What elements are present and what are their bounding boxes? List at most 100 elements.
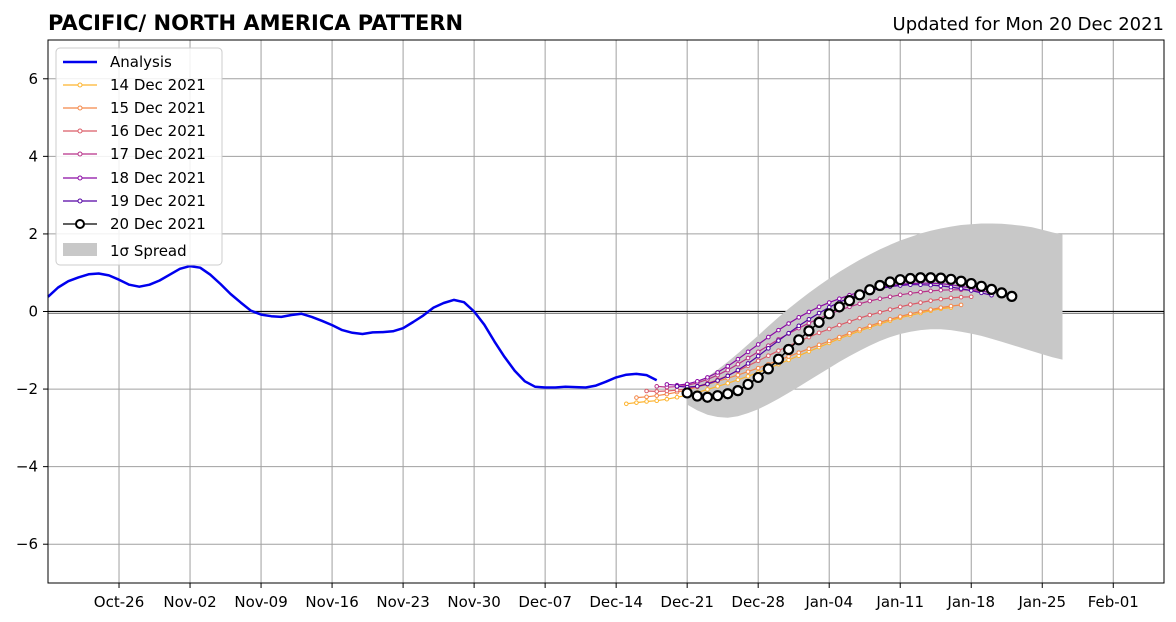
x-tick-label: Jan-11 — [875, 593, 924, 611]
forecast-point-16-dec-2021 — [897, 304, 903, 310]
x-tick-label: Oct-26 — [94, 593, 144, 611]
forecast-point-20-dec-2021 — [803, 325, 815, 337]
forecast-point-16-dec-2021 — [837, 322, 842, 328]
x-tick-label: Jan-25 — [1017, 593, 1066, 611]
forecast-point-19-dec-2021 — [725, 373, 731, 379]
forecast-point-14-dec-2021 — [634, 400, 639, 405]
forecast-point-19-dec-2021 — [948, 284, 954, 290]
forecast-point-15-dec-2021 — [948, 303, 954, 309]
forecast-point-18-dec-2021 — [695, 379, 700, 384]
forecast-point-19-dec-2021 — [766, 346, 771, 351]
forecast-point-15-dec-2021 — [958, 302, 964, 308]
forecast-point-16-dec-2021 — [968, 294, 974, 300]
forecast-point-17-dec-2021 — [867, 298, 873, 304]
forecast-point-20-dec-2021 — [935, 272, 947, 284]
forecast-point-17-dec-2021 — [938, 287, 944, 293]
forecast-point-15-dec-2021 — [755, 365, 761, 371]
y-tick-label: 2 — [28, 225, 38, 243]
axis-ticks: Oct-26 Nov-02 Nov-09 Nov-16 Nov-23 Nov-30 Dec-… — [16, 70, 1139, 611]
forecast-point-16-dec-2021 — [776, 348, 781, 353]
forecast-point-18-dec-2021 — [796, 315, 802, 320]
forecast-point-16-dec-2021 — [877, 309, 883, 315]
x-tick-label: Dec-28 — [731, 593, 785, 611]
forecast-point-16-dec-2021 — [867, 312, 873, 318]
legend-marker-17dec — [77, 151, 83, 157]
forecast-point-19-dec-2021 — [958, 286, 964, 291]
forecast-point-19-dec-2021 — [938, 283, 944, 289]
forecast-point-17-dec-2021 — [806, 320, 812, 326]
analysis-line — [47, 264, 658, 389]
forecast-point-14-dec-2021 — [745, 373, 751, 379]
forecast-point-18-dec-2021 — [735, 356, 741, 362]
legend-marker-18dec — [77, 175, 83, 181]
forecast-point-19-dec-2021 — [705, 381, 710, 387]
y-tick-label: −4 — [16, 458, 38, 476]
forecast-point-20-dec-2021 — [701, 391, 714, 403]
forecast-point-16-dec-2021 — [928, 298, 933, 303]
legend: Analysis 14 Dec 2021 15 Dec 2021 16 Dec … — [55, 47, 223, 266]
forecast-point-20-dec-2021 — [762, 363, 774, 375]
legend-label-17dec: 17 Dec 2021 — [110, 145, 206, 163]
forecast-point-16-dec-2021 — [918, 300, 923, 305]
forecast-point-15-dec-2021 — [887, 316, 893, 322]
forecast-point-14-dec-2021 — [725, 380, 731, 386]
forecast-point-19-dec-2021 — [918, 282, 923, 288]
forecast-point-14-dec-2021 — [654, 398, 660, 404]
forecast-point-14-dec-2021 — [715, 384, 720, 389]
x-tick-label: Nov-02 — [163, 593, 216, 611]
forecast-point-14-dec-2021 — [664, 396, 670, 402]
forecast-point-20-dec-2021 — [894, 274, 906, 286]
forecast-point-16-dec-2021 — [755, 358, 761, 364]
legend-marker-14dec — [77, 82, 83, 88]
forecast-point-18-dec-2021 — [755, 342, 761, 347]
forecast-point-18-dec-2021 — [786, 321, 791, 326]
y-tick-label: 4 — [28, 147, 38, 165]
forecast-point-19-dec-2021 — [715, 378, 720, 383]
legend-label-19dec: 19 Dec 2021 — [110, 192, 206, 210]
forecast-point-18-dec-2021 — [826, 300, 832, 305]
forecast-point-15-dec-2021 — [938, 305, 944, 310]
forecast-point-14-dec-2021 — [644, 399, 649, 404]
forecast-point-16-dec-2021 — [644, 388, 649, 394]
forecast-point-18-dec-2021 — [715, 370, 720, 375]
forecast-point-15-dec-2021 — [745, 369, 751, 374]
forecast-point-20-dec-2021 — [742, 378, 754, 391]
forecast-point-16-dec-2021 — [887, 307, 893, 312]
legend-box — [55, 47, 223, 266]
forecast-point-18-dec-2021 — [816, 304, 822, 310]
forecast-point-17-dec-2021 — [928, 288, 933, 294]
forecast-point-17-dec-2021 — [877, 296, 883, 302]
legend-label-analysis: Analysis — [110, 53, 172, 71]
spread-band — [687, 223, 1063, 418]
forecast-point-17-dec-2021 — [725, 367, 731, 373]
forecast-point-15-dec-2021 — [847, 330, 852, 336]
forecast-point-20-dec-2021 — [965, 277, 977, 290]
forecast-point-20-dec-2021 — [914, 272, 927, 284]
forecast-point-17-dec-2021 — [755, 349, 761, 355]
forecast-point-16-dec-2021 — [816, 330, 822, 336]
forecast-point-15-dec-2021 — [634, 395, 639, 400]
legend-label-16dec: 16 Dec 2021 — [110, 122, 206, 140]
forecast-point-19-dec-2021 — [735, 367, 741, 373]
forecast-point-19-dec-2021 — [928, 282, 933, 288]
forecast-point-20-dec-2021 — [691, 390, 703, 402]
forecast-point-20-dec-2021 — [925, 272, 937, 284]
forecast-point-17-dec-2021 — [897, 292, 903, 298]
forecast-point-15-dec-2021 — [796, 350, 802, 355]
y-tick-label: 6 — [28, 70, 38, 88]
forecast-point-16-dec-2021 — [948, 295, 954, 301]
chart-subtitle: Updated for Mon 20 Dec 2021 — [893, 14, 1164, 35]
forecast-point-20-dec-2021 — [833, 301, 845, 313]
forecast-point-19-dec-2021 — [674, 384, 680, 389]
legend-marker-20dec — [75, 219, 85, 229]
forecast-point-17-dec-2021 — [654, 384, 660, 389]
forecast-point-17-dec-2021 — [887, 294, 893, 300]
legend-label-14dec: 14 Dec 2021 — [110, 76, 206, 94]
forecast-point-15-dec-2021 — [816, 342, 822, 348]
forecast-point-15-dec-2021 — [877, 320, 883, 325]
forecast-point-19-dec-2021 — [745, 361, 751, 366]
forecast-point-20-dec-2021 — [874, 279, 886, 292]
forecast-point-15-dec-2021 — [908, 311, 913, 317]
forecast-point-17-dec-2021 — [857, 301, 862, 307]
